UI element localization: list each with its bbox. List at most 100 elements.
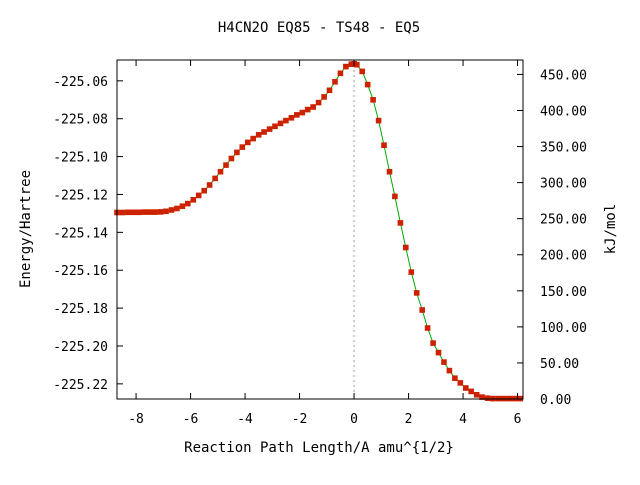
- data-point: [484, 395, 491, 401]
- x-tick-label: -8: [128, 412, 144, 427]
- x-tick-label: 6: [514, 412, 522, 427]
- data-point: [212, 175, 218, 182]
- y-left-tick-label: -225.22: [53, 378, 108, 393]
- data-point: [168, 207, 175, 213]
- data-point: [424, 325, 431, 331]
- y-right-tick-label: 300.00: [540, 177, 587, 192]
- y-left-tick-label: -225.16: [53, 264, 108, 279]
- data-point: [337, 70, 344, 77]
- data-point: [321, 94, 327, 100]
- data-point: [163, 208, 169, 215]
- data-point: [304, 106, 311, 113]
- data-point: [141, 209, 147, 215]
- y-left-tick-label: -225.10: [53, 151, 108, 166]
- data-point: [435, 349, 442, 356]
- y-right-tick-label: 400.00: [540, 104, 587, 119]
- data-point: [152, 209, 158, 215]
- data-point: [332, 79, 338, 85]
- y-left-tick-label: -225.08: [53, 113, 108, 128]
- y-right-tick-label: 150.00: [540, 285, 587, 300]
- data-point: [413, 290, 420, 296]
- y-right-tick-label: 450.00: [540, 68, 587, 83]
- y-right-tick-label: 350.00: [540, 141, 587, 156]
- data-point: [479, 394, 485, 400]
- data-point: [136, 209, 142, 216]
- data-point: [130, 209, 137, 216]
- data-point: [206, 182, 213, 188]
- x-tick-label: -6: [183, 412, 199, 427]
- data-point: [364, 81, 371, 88]
- y-right-tick-label: 200.00: [540, 249, 587, 264]
- data-point: [381, 142, 387, 148]
- data-point: [195, 192, 202, 199]
- x-tick-label: 2: [405, 412, 413, 427]
- data-point: [452, 375, 458, 381]
- x-axis-label: Reaction Path Length/A amu^{1/2}: [184, 440, 454, 456]
- y-axis-label-right: kJ/mol: [603, 204, 619, 255]
- y-right-tick-label: 50.00: [540, 357, 579, 372]
- series-line: [117, 63, 521, 400]
- data-point: [157, 209, 164, 215]
- data-point: [261, 129, 267, 135]
- data-point: [397, 220, 404, 226]
- x-tick-label: -4: [237, 412, 253, 427]
- data-point: [223, 162, 229, 168]
- y-right-tick-label: 250.00: [540, 213, 587, 228]
- x-tick-label: 4: [459, 412, 467, 427]
- data-point: [255, 132, 262, 138]
- plot-frame: [116, 59, 524, 400]
- x-tick-label: 0: [350, 412, 358, 427]
- data-point: [283, 117, 289, 124]
- data-point: [468, 388, 474, 395]
- data-point: [430, 340, 436, 346]
- y-left-tick-label: -225.14: [53, 226, 108, 241]
- data-point: [408, 269, 415, 275]
- data-point: [119, 209, 126, 216]
- data-point: [310, 104, 316, 110]
- data-point: [463, 385, 469, 391]
- data-point: [375, 117, 382, 124]
- data-point: [185, 200, 191, 207]
- data-point: [272, 123, 278, 130]
- y-right-tick-label: 100.00: [540, 321, 587, 336]
- y-left-tick-label: -225.12: [53, 188, 108, 203]
- data-point: [354, 61, 360, 68]
- data-point: [217, 168, 224, 175]
- data-point: [457, 380, 464, 386]
- data-point: [386, 168, 393, 175]
- data-point: [239, 144, 246, 150]
- data-point: [299, 109, 306, 116]
- data-point: [277, 120, 284, 127]
- data-point: [473, 392, 480, 398]
- y-left-tick-label: -225.20: [53, 340, 108, 355]
- data-point: [234, 149, 240, 156]
- data-point: [125, 209, 131, 216]
- data-point: [245, 139, 251, 146]
- data-point: [392, 193, 398, 200]
- data-point: [446, 367, 453, 374]
- data-point: [174, 205, 180, 212]
- data-point: [146, 209, 153, 215]
- data-point: [294, 112, 300, 118]
- x-tick-label: -2: [292, 412, 308, 427]
- y-left-tick-label: -225.18: [53, 302, 108, 317]
- data-point: [190, 197, 197, 203]
- y-axis-label-left: Energy/Hartree: [18, 170, 34, 288]
- y-right-tick-label: 0.00: [540, 393, 571, 408]
- data-point: [250, 135, 256, 142]
- data-point: [419, 307, 425, 313]
- data-point: [326, 87, 333, 94]
- data-point: [288, 115, 295, 121]
- data-point: [266, 126, 273, 132]
- chart-title: H4CN2O EQ85 - TS48 - EQ5: [218, 20, 420, 36]
- data-point: [370, 97, 376, 103]
- data-point: [403, 244, 409, 251]
- y-left-tick-label: -225.06: [53, 75, 108, 90]
- data-point: [179, 203, 186, 209]
- data-point: [315, 99, 322, 106]
- data-point: [343, 63, 349, 70]
- data-point: [441, 359, 447, 365]
- data-point: [201, 187, 207, 194]
